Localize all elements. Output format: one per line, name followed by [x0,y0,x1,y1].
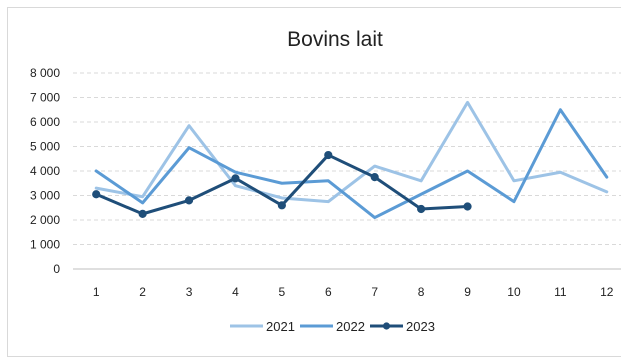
legend-label-2021: 2021 [266,319,295,334]
series-line-2021 [94,100,609,204]
x-tick-label-12: 12 [600,285,614,299]
x-tick-label-4: 4 [232,285,239,299]
y-tick-label-6000: 6 000 [30,115,60,129]
series-lines [92,100,609,220]
line-chart: Bovins lait 0 1 000 2 000 3 000 4 000 5 000 6 … [30,28,621,334]
axes: 0 1 000 2 000 3 000 4 000 5 000 6 000 7 000 8 00… [30,66,621,299]
point-2023-6 [324,150,333,160]
x-tick-label-5: 5 [279,285,286,299]
chart-title: Bovins lait [287,28,383,51]
x-tick-label-6: 6 [325,285,332,299]
x-tick-label-10: 10 [507,285,521,299]
x-tick-label-8: 8 [418,285,425,299]
point-2023-3 [184,196,194,205]
point-2023-5 [277,201,286,210]
x-tick-label-2: 2 [139,285,146,299]
y-tick-label-8000: 8 000 [30,66,60,80]
y-tick-label-1000: 1 000 [30,238,60,252]
y-tick-label-4000: 4 000 [30,164,60,178]
point-2023-4 [231,174,240,183]
y-tick-label-5000: 5 000 [30,140,60,154]
legend[interactable]: 2021 2022 2023 [230,319,435,334]
point-2023-7 [370,173,379,182]
x-tick-label-1: 1 [93,285,100,299]
x-tick-label-7: 7 [371,285,378,299]
legend-marker-2023 [382,322,391,330]
x-tick-label-11: 11 [554,285,567,299]
gridlines [73,72,621,245]
x-tick-label-3: 3 [186,285,193,299]
point-2023-8 [417,204,426,214]
x-tick-label-9: 9 [464,285,471,299]
y-tick-label-7000: 7 000 [30,91,60,105]
point-2023-9 [463,202,472,211]
series-line-2022 [94,108,609,220]
point-2023-2 [138,209,147,218]
y-tick-label-3000: 3 000 [30,189,60,203]
point-2023-1 [92,190,101,199]
legend-label-2023: 2023 [406,319,435,334]
legend-label-2022: 2022 [336,319,365,334]
y-tick-label-0: 0 [53,262,60,276]
chart-frame: Bovins lait 0 1 000 2 000 3 000 4 000 5 000 6 … [7,7,621,357]
y-tick-label-2000: 2 000 [30,213,60,227]
